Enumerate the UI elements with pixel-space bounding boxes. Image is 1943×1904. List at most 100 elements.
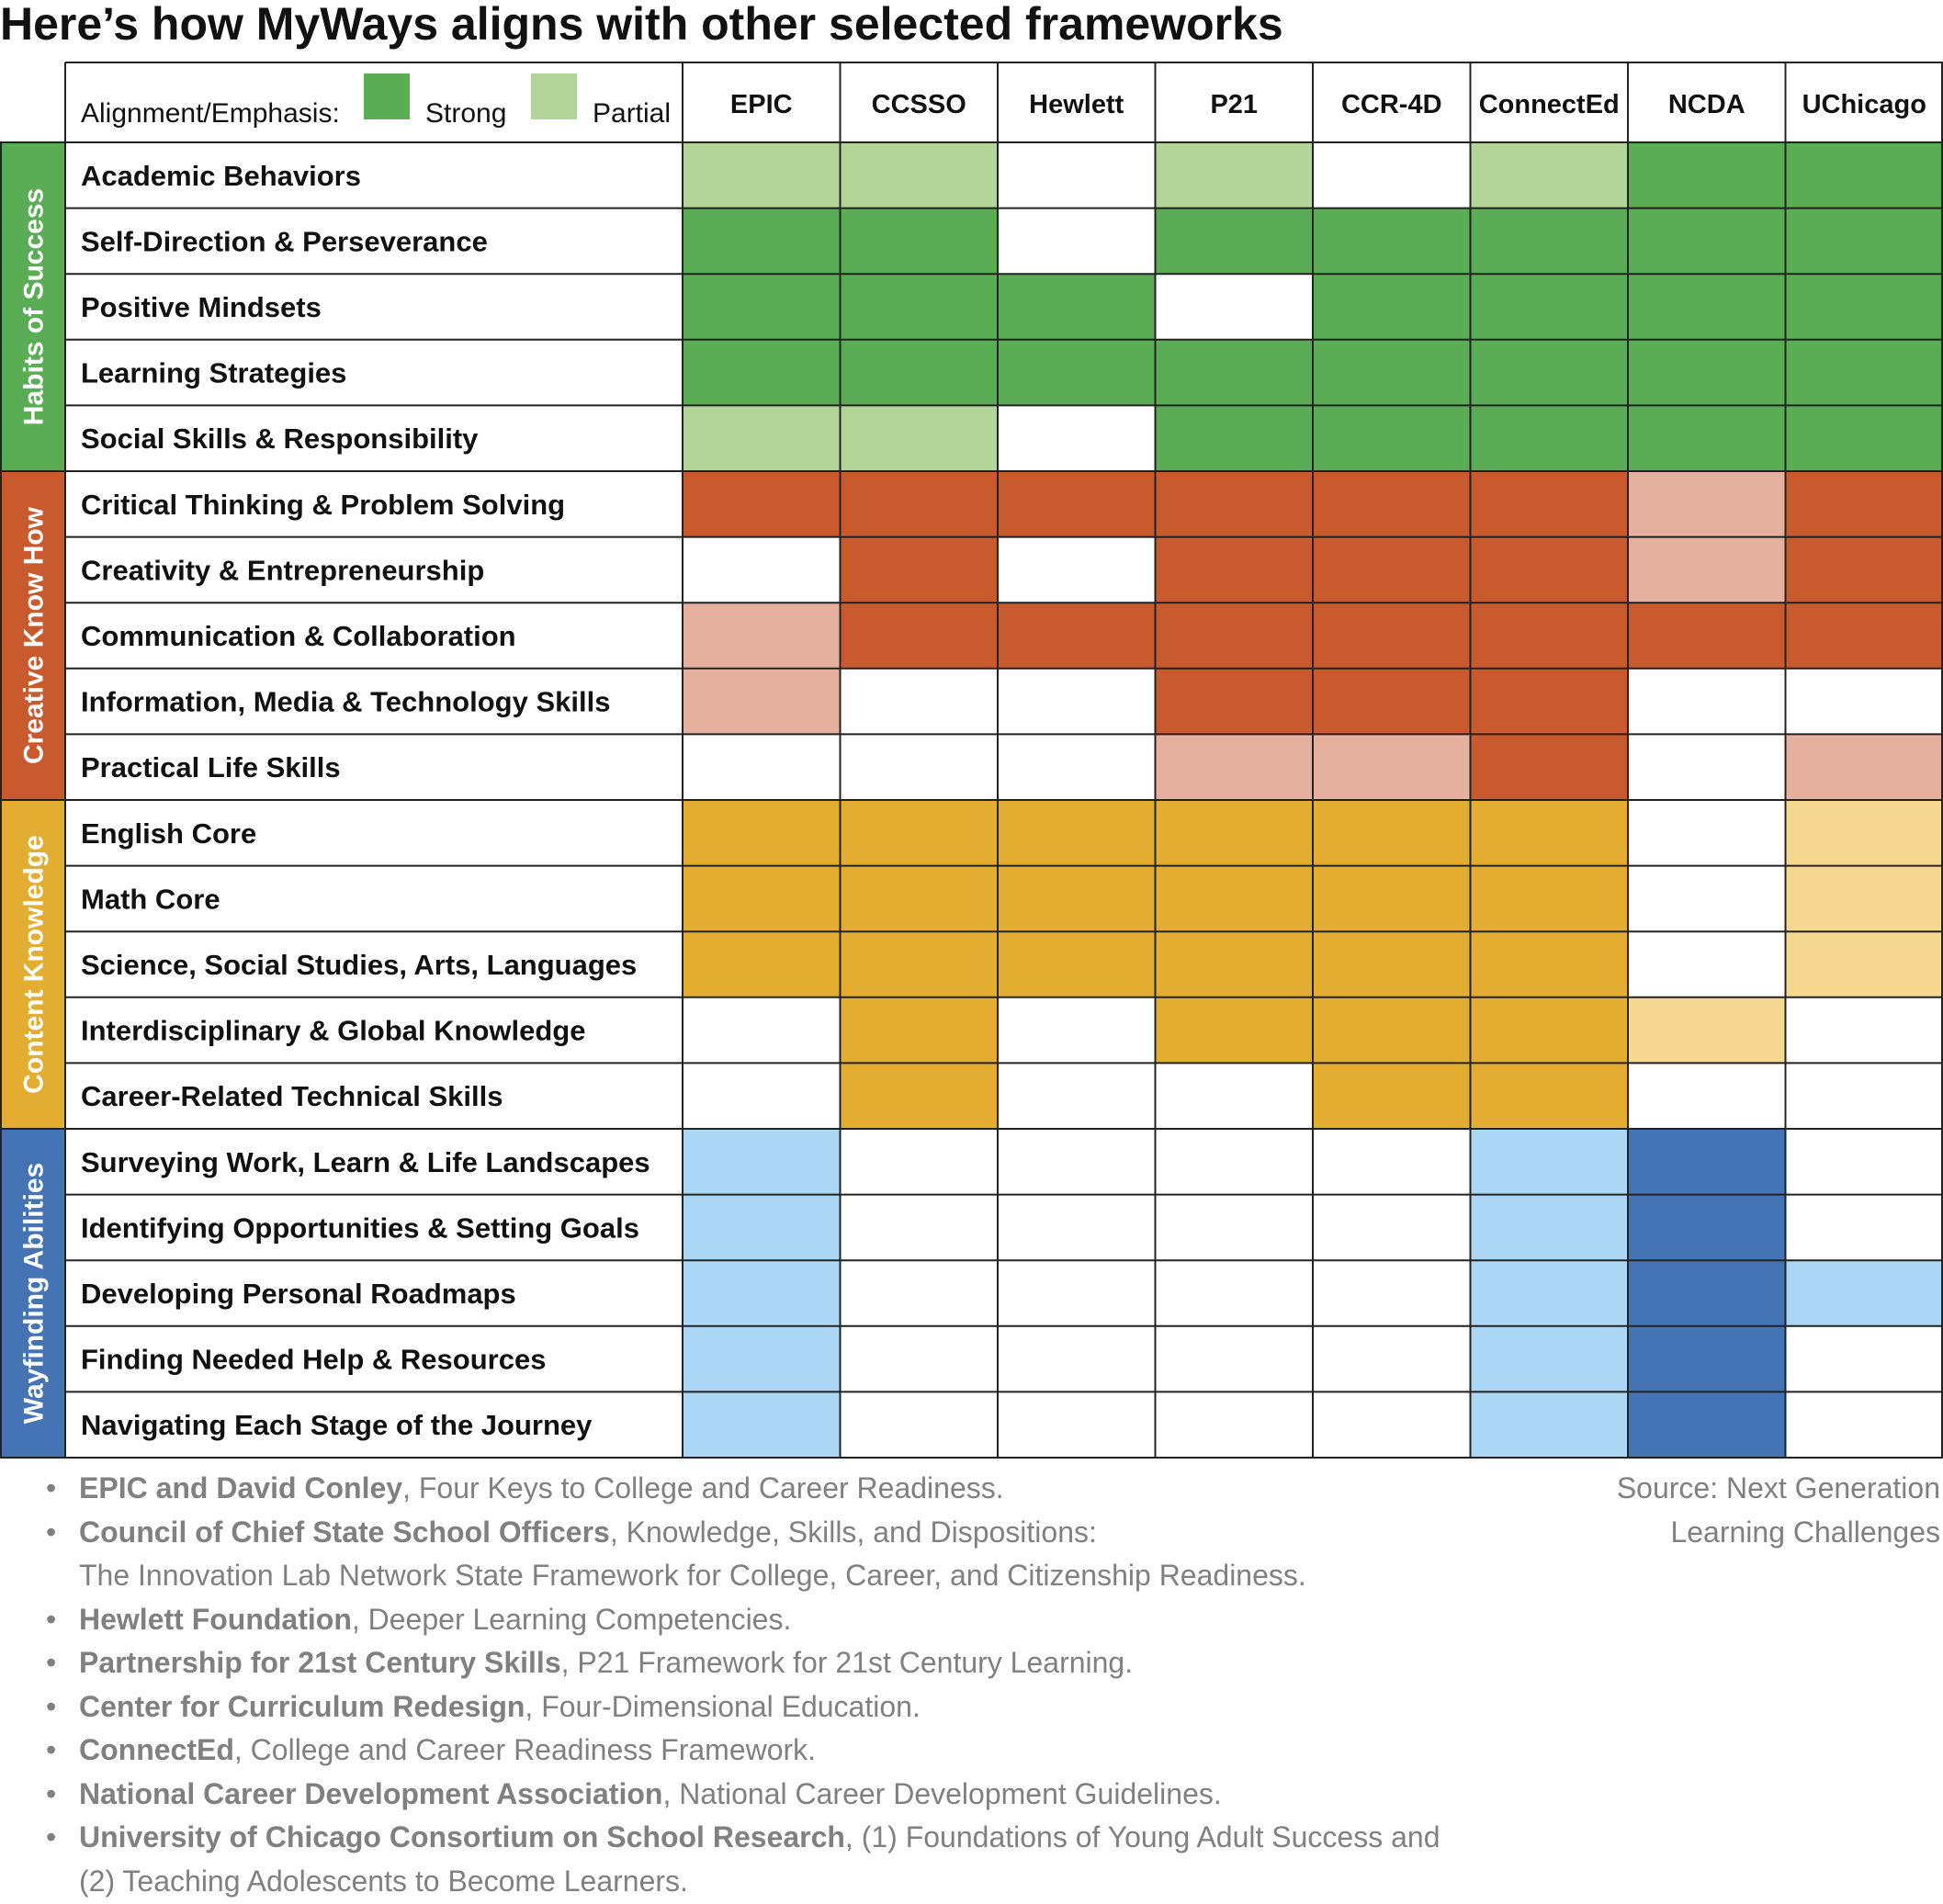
cell-habits-of-success-2-hewlett: [998, 274, 1156, 340]
cell-creative-know-how-3-ccr-4d: [1313, 668, 1471, 735]
cell-habits-of-success-0-hewlett: [998, 142, 1156, 208]
cell-content-knowledge-0-p21: [1155, 800, 1313, 866]
legend-strong-label: Strong: [425, 98, 506, 129]
cell-wayfinding-abilities-2-ccr-4d: [1313, 1260, 1471, 1326]
row-label: Communication & Collaboration: [81, 620, 516, 652]
cell-wayfinding-abilities-2-p21: [1155, 1260, 1313, 1326]
row-label: Identifying Opportunities & Setting Goal…: [81, 1211, 639, 1244]
footnote-description: , National Career Development Guidelines…: [662, 1776, 1222, 1810]
cell-wayfinding-abilities-1-hewlett: [998, 1194, 1156, 1261]
cell-content-knowledge-3-ccsso: [840, 997, 998, 1064]
cell-habits-of-success-4-epic: [683, 405, 841, 471]
cell-wayfinding-abilities-2-uchicago: [1785, 1260, 1943, 1326]
cell-content-knowledge-3-epic: [683, 997, 841, 1064]
footnote-source-name: Center for Curriculum Redesign: [79, 1689, 525, 1723]
row-label: Critical Thinking & Problem Solving: [81, 489, 565, 521]
cell-creative-know-how-0-hewlett: [998, 471, 1156, 537]
row-label: Learning Strategies: [81, 357, 346, 389]
cell-habits-of-success-4-ccr-4d: [1313, 405, 1471, 471]
cell-content-knowledge-2-uchicago: [1785, 931, 1943, 997]
cell-creative-know-how-2-ccr-4d: [1313, 603, 1471, 669]
category-label-creative-know-how: Creative Know How: [19, 506, 50, 764]
cell-habits-of-success-0-ncda: [1628, 142, 1786, 208]
cell-habits-of-success-4-ncda: [1628, 405, 1786, 471]
cell-content-knowledge-4-connected: [1470, 1063, 1628, 1129]
cell-habits-of-success-3-ccr-4d: [1313, 339, 1471, 406]
legend-partial-label: Partial: [593, 98, 671, 129]
category-label-wayfinding-abilities: Wayfinding Abilities: [19, 1163, 50, 1424]
cell-wayfinding-abilities-1-epic: [683, 1194, 841, 1261]
cell-habits-of-success-4-hewlett: [998, 405, 1156, 471]
footnote-item: Council of Chief State School Officers, …: [46, 1511, 1534, 1598]
heatmap-cells: [683, 142, 1943, 1458]
footnote-source-name: University of Chicago Consortium on Scho…: [79, 1820, 845, 1853]
cell-content-knowledge-3-connected: [1470, 997, 1628, 1064]
cell-creative-know-how-0-connected: [1470, 471, 1628, 537]
cell-content-knowledge-0-ccr-4d: [1313, 800, 1471, 866]
footnote-description: , Knowledge, Skills, and Dispositions:: [609, 1515, 1097, 1549]
legend-label: Alignment/Emphasis:: [81, 98, 340, 129]
cell-habits-of-success-2-connected: [1470, 274, 1628, 340]
source-line-2: Learning Challenges: [1670, 1515, 1940, 1549]
column-headers: EPIC CCSSO Hewlett P21 CCR-4D ConnectEd NCDA UC…: [730, 90, 1926, 119]
gridlines: [0, 62, 1943, 1459]
row-label: Creativity & Entrepreneurship: [81, 554, 484, 586]
column-header-ccr-4d: CCR-4D: [1341, 90, 1442, 119]
cell-creative-know-how-4-p21: [1155, 734, 1313, 800]
cell-creative-know-how-0-ccsso: [840, 471, 998, 537]
cell-wayfinding-abilities-1-ncda: [1628, 1194, 1786, 1261]
row-label: English Core: [81, 817, 256, 850]
cell-creative-know-how-3-epic: [683, 668, 841, 735]
cell-creative-know-how-2-ncda: [1628, 603, 1786, 669]
cell-habits-of-success-3-ncda: [1628, 339, 1786, 406]
cell-habits-of-success-0-ccsso: [840, 142, 998, 208]
footnote-source-name: ConnectEd: [79, 1733, 234, 1766]
cell-creative-know-how-2-connected: [1470, 603, 1628, 669]
cell-wayfinding-abilities-3-connected: [1470, 1325, 1628, 1392]
row-label: Finding Needed Help & Resources: [81, 1344, 546, 1376]
page-title: Here’s how MyWays aligns with other sele…: [0, 0, 1283, 50]
cell-creative-know-how-4-hewlett: [998, 734, 1156, 800]
cell-wayfinding-abilities-1-connected: [1470, 1194, 1628, 1261]
cell-habits-of-success-3-hewlett: [998, 339, 1156, 406]
cell-creative-know-how-4-ccsso: [840, 734, 998, 800]
row-label: Interdisciplinary & Global Knowledge: [81, 1015, 585, 1047]
cell-habits-of-success-4-connected: [1470, 405, 1628, 471]
cell-habits-of-success-2-epic: [683, 274, 841, 340]
cell-habits-of-success-2-p21: [1155, 274, 1313, 340]
cell-creative-know-how-3-ccsso: [840, 668, 998, 735]
cell-creative-know-how-2-uchicago: [1785, 603, 1943, 669]
cell-wayfinding-abilities-0-connected: [1470, 1129, 1628, 1195]
cell-wayfinding-abilities-3-uchicago: [1785, 1325, 1943, 1392]
footnote-item: University of Chicago Consortium on Scho…: [46, 1816, 1534, 1903]
cell-wayfinding-abilities-4-uchicago: [1785, 1391, 1943, 1458]
category-band-content-knowledge: [0, 800, 65, 1129]
cell-content-knowledge-2-connected: [1470, 931, 1628, 997]
column-header-ccsso: CCSSO: [872, 90, 966, 119]
cell-wayfinding-abilities-4-ncda: [1628, 1391, 1786, 1458]
cell-habits-of-success-1-hewlett: [998, 208, 1156, 275]
cell-habits-of-success-2-ccsso: [840, 274, 998, 340]
column-header-p21: P21: [1210, 90, 1258, 119]
cell-creative-know-how-1-p21: [1155, 536, 1313, 603]
cell-content-knowledge-2-epic: [683, 931, 841, 997]
cell-wayfinding-abilities-4-epic: [683, 1391, 841, 1458]
cell-creative-know-how-3-ncda: [1628, 668, 1786, 735]
cell-wayfinding-abilities-4-ccsso: [840, 1391, 998, 1458]
row-label: Surveying Work, Learn & Life Landscapes: [81, 1146, 650, 1178]
category-band-creative-know-how: [0, 471, 65, 800]
cell-wayfinding-abilities-3-p21: [1155, 1325, 1313, 1392]
cell-creative-know-how-4-ncda: [1628, 734, 1786, 800]
cell-content-knowledge-2-ncda: [1628, 931, 1786, 997]
cell-wayfinding-abilities-4-hewlett: [998, 1391, 1156, 1458]
cell-content-knowledge-3-uchicago: [1785, 997, 1943, 1064]
cell-wayfinding-abilities-4-p21: [1155, 1391, 1313, 1458]
cell-content-knowledge-0-epic: [683, 800, 841, 866]
cell-habits-of-success-0-ccr-4d: [1313, 142, 1471, 208]
cell-wayfinding-abilities-1-ccr-4d: [1313, 1194, 1471, 1261]
cell-content-knowledge-2-ccr-4d: [1313, 931, 1471, 997]
cell-wayfinding-abilities-2-ccsso: [840, 1260, 998, 1326]
cell-content-knowledge-1-uchicago: [1785, 865, 1943, 932]
cell-wayfinding-abilities-3-epic: [683, 1325, 841, 1392]
cell-creative-know-how-1-ccsso: [840, 536, 998, 603]
